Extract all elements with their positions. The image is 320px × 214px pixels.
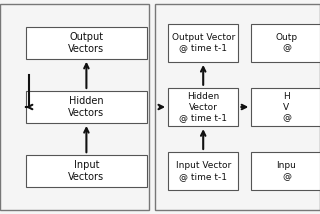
Text: H
V
@: H V @	[282, 92, 291, 122]
Bar	[26, 155, 147, 187]
Text: Input
Vectors: Input Vectors	[68, 160, 104, 182]
Bar	[251, 24, 320, 62]
Bar	[0, 4, 149, 210]
Bar	[168, 152, 238, 190]
Bar	[168, 88, 238, 126]
Text: Output Vector
@ time t-1: Output Vector @ time t-1	[172, 33, 235, 52]
Bar	[251, 88, 320, 126]
Text: Input Vector
@ time t-1: Input Vector @ time t-1	[176, 162, 231, 181]
Bar	[26, 27, 147, 59]
Text: Output
Vectors: Output Vectors	[68, 32, 104, 54]
Bar	[26, 91, 147, 123]
Bar	[251, 152, 320, 190]
Text: Hidden
Vector
@ time t-1: Hidden Vector @ time t-1	[179, 92, 227, 122]
Bar	[155, 4, 320, 210]
Text: Hidden
Vectors: Hidden Vectors	[68, 96, 104, 118]
Text: Outp
@: Outp @	[275, 33, 298, 52]
Bar	[168, 24, 238, 62]
Text: Inpu
@: Inpu @	[276, 162, 296, 181]
